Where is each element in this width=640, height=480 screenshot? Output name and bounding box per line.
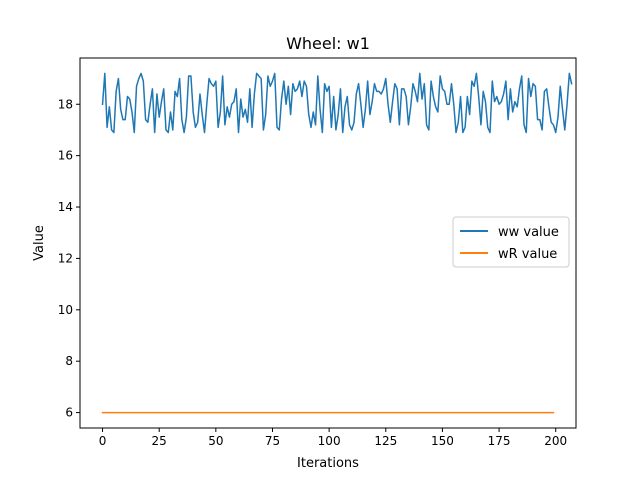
y-tick-label: 14	[58, 200, 73, 214]
y-tick-label: 16	[58, 149, 73, 163]
x-tick-label: 150	[431, 434, 454, 448]
x-tick-label: 25	[152, 434, 167, 448]
x-tick-label: 125	[374, 434, 397, 448]
x-tick-label: 50	[208, 434, 223, 448]
series-line-ww	[101, 72, 573, 134]
legend: ww value wR value	[452, 216, 570, 268]
y-tick-label: 8	[65, 354, 73, 368]
y-tick-label: 12	[58, 251, 73, 265]
legend-box	[452, 216, 570, 268]
y-axis-label: Value	[32, 225, 47, 261]
y-tick-label: 18	[58, 97, 73, 111]
x-axis-label: Iterations	[297, 456, 359, 471]
axes-frame	[79, 57, 577, 429]
y-axis: 6 8 10 12 14 16 18	[58, 97, 80, 420]
x-tick-label: 100	[318, 434, 341, 448]
x-tick-label: 175	[488, 434, 511, 448]
x-tick-label: 75	[265, 434, 280, 448]
x-axis: 0 25 50 75 100 125 150 175 200	[99, 428, 567, 448]
legend-label-wr: wR value	[498, 247, 557, 262]
chart-title: Wheel: w1	[286, 34, 370, 53]
x-tick-label: 200	[544, 434, 567, 448]
plot-area	[101, 72, 573, 414]
x-tick-label: 0	[99, 434, 107, 448]
legend-label-ww: ww value	[498, 225, 559, 240]
y-tick-label: 10	[58, 303, 73, 317]
y-tick-label: 6	[65, 406, 73, 420]
